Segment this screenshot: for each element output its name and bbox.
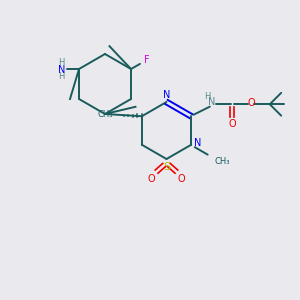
Text: O: O [229, 119, 236, 129]
Text: H: H [204, 92, 211, 101]
Text: H: H [58, 72, 65, 81]
Text: N: N [194, 138, 202, 148]
Text: N: N [208, 98, 216, 107]
Text: O: O [148, 174, 155, 184]
Text: CH₃: CH₃ [98, 110, 113, 119]
Text: N: N [58, 64, 65, 75]
Text: F: F [144, 55, 150, 65]
Text: H: H [58, 58, 65, 67]
Text: S: S [164, 161, 171, 172]
Text: O: O [178, 174, 185, 184]
Text: CH₃: CH₃ [214, 157, 230, 166]
Text: O: O [248, 98, 255, 108]
Text: N: N [164, 90, 171, 100]
